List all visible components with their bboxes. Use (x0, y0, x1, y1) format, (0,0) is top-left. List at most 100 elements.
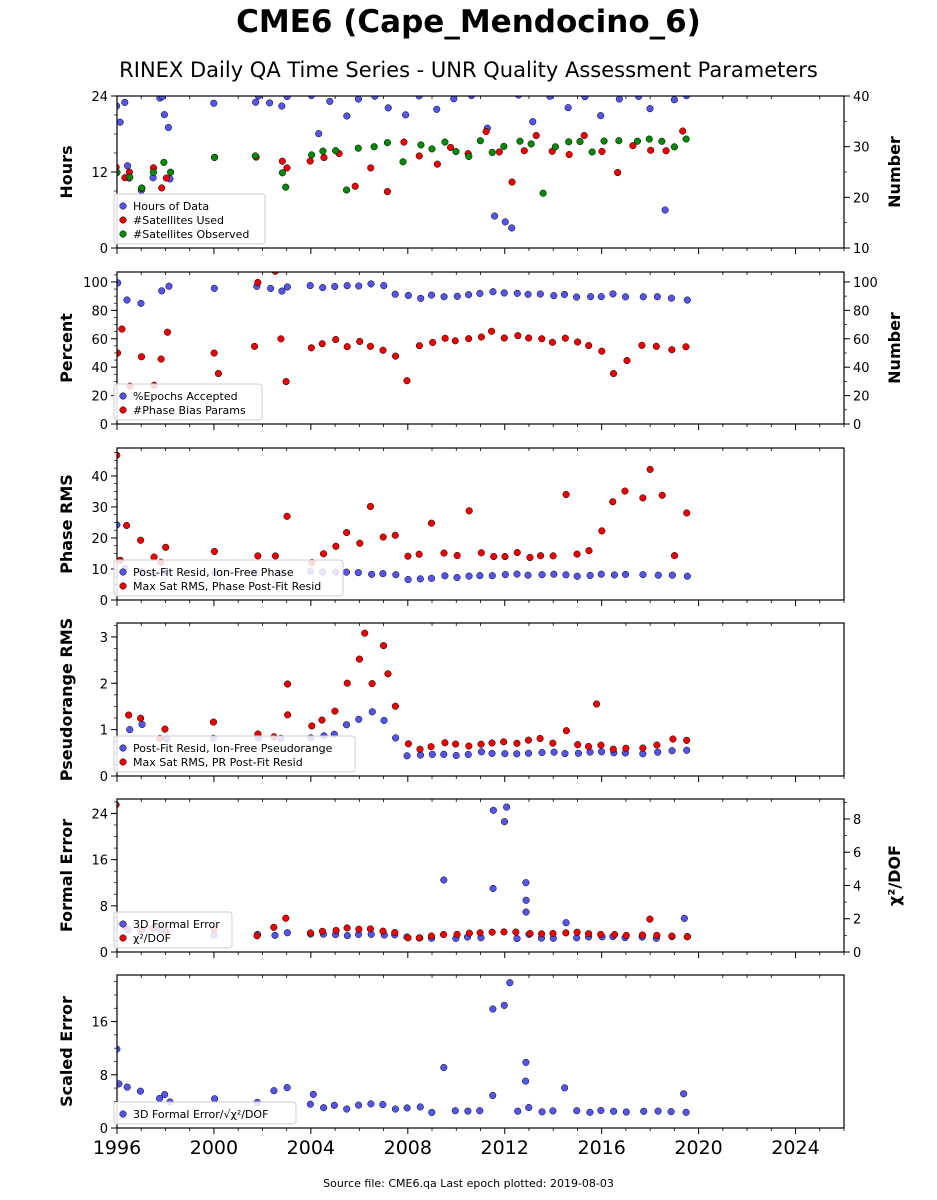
data-point (318, 716, 326, 724)
data-point (440, 1063, 448, 1072)
data-point (538, 335, 546, 343)
data-point (522, 896, 530, 904)
data-point (645, 135, 653, 143)
data-point (138, 184, 146, 192)
data-point (501, 552, 509, 561)
legend-label: Post-Fit Resid, Ion-Free Pseudorange (133, 742, 333, 755)
data-point (600, 137, 608, 145)
data-point (654, 1107, 662, 1115)
data-point (488, 749, 496, 757)
data-point (588, 148, 596, 156)
data-point (366, 502, 375, 511)
data-point (610, 1107, 618, 1115)
data-point (581, 96, 589, 101)
data-point (309, 1090, 317, 1098)
data-point (283, 164, 291, 172)
data-point (137, 353, 146, 361)
data-point (254, 278, 262, 287)
data-point (526, 553, 534, 562)
y2-tick-label: 80 (853, 304, 870, 319)
data-point (161, 725, 169, 733)
data-point (278, 169, 286, 177)
data-point (501, 750, 509, 758)
data-point (117, 118, 124, 126)
data-point (355, 282, 363, 290)
data-point (162, 543, 170, 551)
data-point (416, 575, 424, 583)
data-point (306, 282, 314, 290)
data-point (587, 293, 595, 301)
data-point (465, 507, 473, 515)
data-point (609, 498, 617, 506)
data-point (525, 749, 533, 757)
data-point (320, 153, 328, 162)
data-point (683, 736, 691, 744)
plot-frame (116, 974, 845, 1129)
data-point (680, 914, 688, 922)
data-point (669, 735, 677, 743)
plot-frame (116, 622, 845, 777)
data-point (520, 147, 528, 155)
y-tick-label: 40 (91, 361, 108, 376)
data-point (453, 551, 461, 560)
y-tick-label: 60 (91, 333, 108, 348)
data-point (562, 919, 570, 927)
data-point (573, 572, 581, 580)
y-tick-label: 0 (100, 594, 108, 609)
legend-marker (119, 568, 127, 576)
data-point (500, 289, 508, 297)
y2-tick-label: 2 (853, 913, 861, 928)
y2-tick-label: 100 (853, 276, 878, 291)
data-point (209, 718, 218, 726)
data-point (622, 1108, 630, 1116)
data-point (452, 740, 460, 748)
y-axis-label: Hours (57, 145, 76, 198)
legend-box (113, 559, 344, 597)
data-point (513, 570, 521, 578)
data-point (440, 549, 448, 557)
data-point (342, 568, 351, 576)
data-point (270, 1087, 278, 1095)
data-point (210, 284, 218, 292)
panel-2: 0 20 40 60 80 100 0 20 40 60 80 100 Number Percent %Ep… (57, 271, 904, 433)
data-point (211, 1095, 219, 1103)
data-point (683, 509, 691, 517)
data-point (157, 355, 165, 363)
data-point (536, 290, 544, 298)
data-point (282, 183, 290, 191)
data-point (451, 337, 459, 345)
data-point (647, 146, 655, 154)
data-point (433, 105, 441, 113)
y2-tick-label: 60 (853, 333, 870, 348)
legend-marker (119, 406, 127, 414)
data-point (522, 1077, 530, 1085)
data-point (210, 349, 218, 357)
data-point (441, 572, 449, 580)
data-point (654, 571, 662, 579)
data-point (117, 279, 122, 287)
data-point (653, 741, 661, 749)
data-point (403, 1104, 411, 1112)
data-point (513, 549, 521, 557)
data-point (538, 571, 546, 579)
legend-label: Max Sat RMS, Phase Post-Fit Resid (133, 580, 321, 593)
source-footer: Source file: CME6.qa Last epoch plotted:… (323, 1177, 614, 1190)
y-tick-label: 8 (100, 1069, 108, 1084)
y-tick-label: 1 (100, 724, 108, 739)
x-tick-label: 2016 (577, 1137, 625, 1159)
legend-label: 3D Formal Error/√χ²/DOF (133, 1108, 268, 1121)
data-point (403, 377, 411, 385)
data-point (251, 152, 259, 160)
data-point (118, 325, 126, 333)
data-point (330, 1101, 338, 1109)
data-point (150, 553, 158, 561)
legend-box (113, 1101, 297, 1125)
data-point (415, 152, 423, 160)
data-point (379, 927, 387, 935)
plot-frame (116, 798, 845, 953)
data-point (343, 112, 351, 120)
data-point (306, 1100, 314, 1108)
data-point (646, 105, 654, 113)
data-point (682, 96, 691, 100)
